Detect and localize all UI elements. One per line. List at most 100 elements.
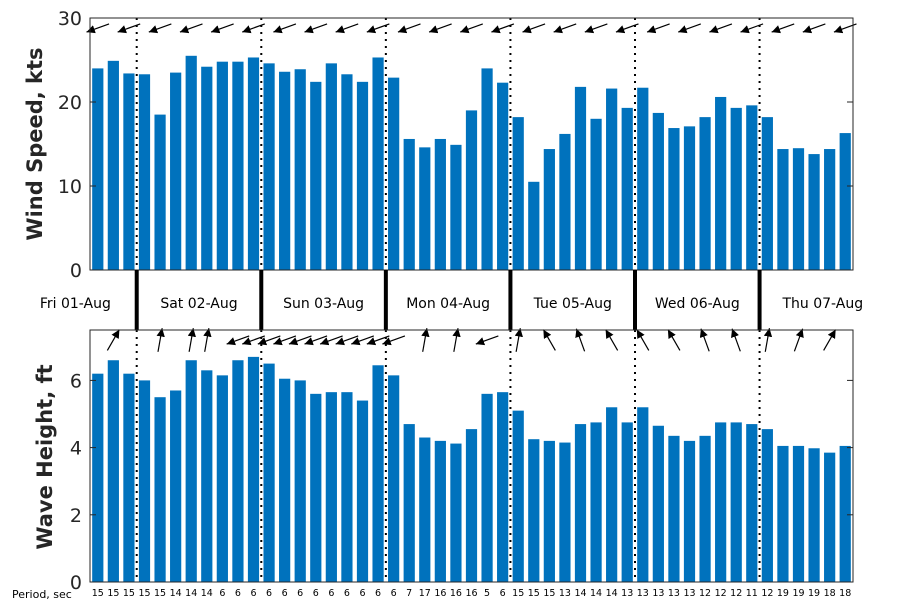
wind-arrow (210, 23, 234, 34)
wind-bar (310, 81, 322, 270)
wave-bar (450, 443, 462, 582)
wind-bar (652, 112, 664, 270)
wind-bar (185, 55, 197, 270)
period-label: Period, sec (12, 588, 72, 600)
wave-bar (263, 363, 275, 582)
wave-bar (699, 435, 711, 582)
wave-bar (341, 392, 353, 582)
wave-bar (543, 440, 555, 582)
wave-bar (279, 378, 291, 582)
swell-direction-arrows (106, 328, 837, 352)
wave-bar (465, 429, 478, 582)
wave-bar (652, 425, 664, 582)
wave-bar (497, 392, 509, 582)
wind-tick-label: 30 (58, 8, 82, 30)
wave-bar (528, 439, 540, 582)
day-label: Mon 04-Aug (406, 296, 490, 312)
swell-arrow (187, 328, 196, 352)
period-value: 16 (434, 588, 446, 599)
period-value: 15 (512, 588, 524, 599)
swell-arrow (575, 328, 586, 352)
wind-bar (668, 128, 680, 270)
wave-bar (123, 373, 135, 582)
wind-bar (450, 144, 462, 270)
wind-bar (107, 60, 119, 271)
period-value: 13 (668, 588, 680, 599)
wave-bar (372, 365, 384, 582)
swell-arrow (475, 335, 499, 346)
wave-bar (325, 392, 337, 582)
wind-bar (465, 110, 478, 271)
swell-arrow (335, 335, 359, 346)
wind-arrow (397, 23, 421, 34)
swell-arrow (273, 335, 297, 346)
wind-bar (123, 73, 135, 270)
swell-arrow (351, 335, 374, 346)
day-label: Sat 02-Aug (160, 296, 237, 312)
wave-bar (606, 407, 618, 582)
wind-arrow (678, 23, 701, 34)
period-value: 6 (344, 588, 350, 599)
wind-bar (92, 68, 104, 271)
swell-arrow (699, 328, 710, 352)
wind-arrow (584, 23, 608, 34)
wind-bar (138, 74, 151, 270)
wind-bar (232, 61, 244, 271)
wind-bars (92, 55, 851, 271)
day-strip: Fri 01-Aug Sat 02-Aug Sun 03-Aug Mon 04-Aug… (40, 270, 863, 330)
wave-bar (434, 440, 446, 582)
wave-bar (761, 429, 773, 582)
swell-arrow (452, 328, 461, 352)
wind-bar (263, 63, 275, 270)
period-value: 6 (391, 588, 397, 599)
wave-bar (154, 397, 166, 582)
period-value: 14 (201, 588, 213, 599)
swell-arrow (514, 328, 523, 352)
wind-bar (325, 63, 337, 270)
wind-bar (528, 181, 540, 270)
swell-arrow (763, 328, 773, 352)
period-value: 12 (699, 588, 711, 599)
period-value: 6 (219, 588, 225, 599)
wave-tick-label: 0 (70, 572, 82, 594)
wave-bar (668, 435, 680, 582)
swell-arrow (421, 328, 430, 352)
wind-bar (699, 117, 711, 271)
wave-bar (310, 393, 322, 582)
wave-bar (808, 448, 820, 582)
wave-tick-label: 4 (70, 438, 82, 460)
swell-arrow (257, 335, 281, 346)
wind-tick-label: 0 (70, 260, 82, 282)
wind-arrow (428, 23, 452, 34)
wind-bar (356, 81, 369, 270)
period-value: 15 (138, 588, 150, 599)
period-value: 6 (297, 588, 303, 599)
period-value: 6 (328, 588, 334, 599)
day-label: Tue 05-Aug (533, 296, 612, 312)
period-value: 6 (235, 588, 241, 599)
period-value: 13 (652, 588, 664, 599)
wind-panel: 0 10 20 30 Wind Speed, kts (23, 8, 857, 282)
wave-bar (403, 424, 415, 582)
wind-arrow (709, 23, 733, 34)
period-value: 12 (715, 588, 727, 599)
wind-bar (170, 72, 182, 270)
swell-arrow (667, 329, 681, 351)
period-value: 6 (313, 588, 319, 599)
wave-bar (777, 445, 789, 582)
wind-day-separators (135, 18, 761, 270)
wind-axes-box (89, 17, 854, 271)
wind-bar (839, 133, 851, 270)
wave-y-ticks: 0 2 4 6 (70, 370, 853, 594)
wave-bar (824, 452, 836, 582)
wave-bar (512, 410, 524, 582)
period-value: 13 (637, 588, 649, 599)
wave-bar (730, 422, 742, 582)
wind-arrow (273, 23, 297, 34)
wave-bar (792, 445, 805, 582)
wave-bar (170, 390, 182, 582)
period-value: 18 (824, 588, 836, 599)
wind-bar (715, 96, 727, 271)
wave-bar (746, 424, 758, 582)
period-value: 18 (839, 588, 851, 599)
